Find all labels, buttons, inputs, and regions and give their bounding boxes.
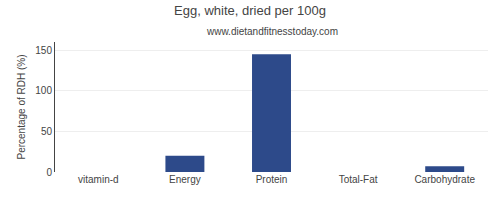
- svg-text:0: 0: [46, 167, 52, 178]
- svg-text:Energy: Energy: [169, 174, 201, 185]
- svg-text:Protein: Protein: [256, 174, 288, 185]
- svg-text:Total-Fat: Total-Fat: [339, 174, 378, 185]
- svg-text:www.dietandfitnesstoday.com: www.dietandfitnesstoday.com: [206, 26, 338, 37]
- svg-text:vitamin-d: vitamin-d: [78, 174, 119, 185]
- svg-text:Percentage of RDH (%): Percentage of RDH (%): [16, 54, 27, 159]
- svg-text:100: 100: [35, 85, 52, 96]
- svg-text:150: 150: [35, 45, 52, 56]
- svg-text:Carbohydrate: Carbohydrate: [414, 174, 475, 185]
- svg-text:Egg, white, dried per 100g: Egg, white, dried per 100g: [174, 3, 326, 18]
- svg-text:50: 50: [41, 126, 53, 137]
